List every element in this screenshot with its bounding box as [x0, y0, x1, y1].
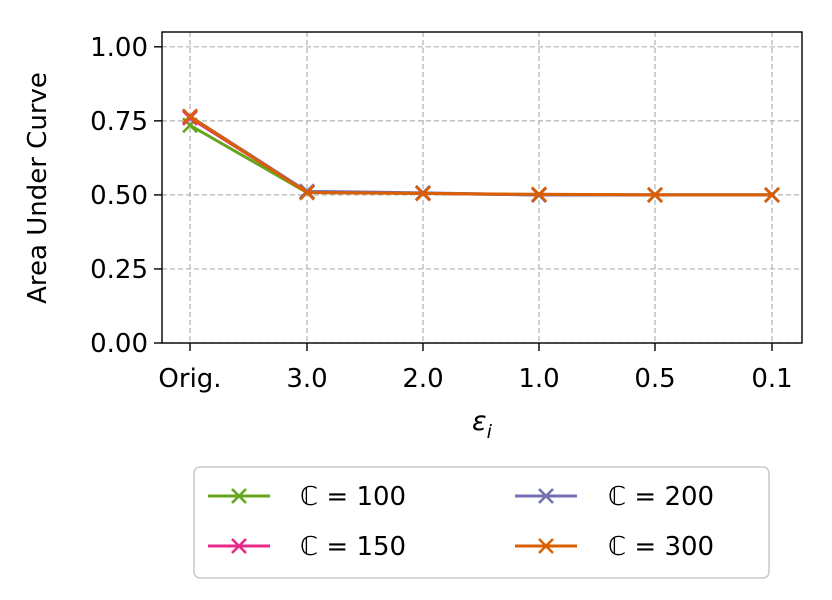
- series-4: [182, 108, 780, 203]
- data-point-marker: [647, 186, 663, 203]
- y-tick-label: 1.00: [90, 33, 148, 63]
- y-axis-label: Area Under Curve: [23, 72, 53, 304]
- y-tick-label: 0.75: [90, 107, 148, 137]
- y-tick-label: 0.50: [90, 181, 148, 211]
- legend-label: ℂ = 150: [300, 532, 406, 562]
- series-2: [182, 109, 780, 203]
- x-tick-label: 0.5: [634, 364, 675, 394]
- legend-label: ℂ = 100: [300, 482, 406, 512]
- series-layer: [182, 108, 780, 203]
- series-line: [189, 116, 772, 197]
- series-line: [189, 115, 772, 197]
- x-axis-label-symbol: ε: [472, 406, 487, 437]
- legend-item: ℂ = 300: [515, 532, 714, 562]
- legend-marker: [538, 488, 554, 504]
- legend-marker: [231, 538, 247, 554]
- data-point-marker: [182, 108, 198, 125]
- x-tick-label: 3.0: [286, 364, 327, 394]
- x-tick-label: 0.1: [751, 364, 792, 394]
- axis-ticks: Orig. 3.0 2.0 1.0 0.5 0.1 0.00 0.25 0.50 0.75 1.00: [90, 33, 793, 394]
- legend-label: ℂ = 200: [608, 482, 714, 512]
- legend-label: ℂ = 300: [608, 532, 714, 562]
- y-tick-label: 0.25: [90, 255, 148, 285]
- series-line: [189, 123, 772, 197]
- legend-item: ℂ = 200: [515, 482, 714, 512]
- series-3: [182, 108, 780, 203]
- data-point-marker: [415, 185, 431, 202]
- data-point-marker: [299, 184, 315, 201]
- legend-marker: [231, 488, 247, 504]
- legend: ℂ = 100 ℂ = 150 ℂ = 200 ℂ = 300: [193, 466, 770, 579]
- x-tick-label: 2.0: [402, 364, 443, 394]
- x-axis-label-subscript: i: [487, 421, 493, 443]
- series-line: [189, 115, 772, 197]
- data-point-marker: [764, 186, 780, 203]
- legend-frame: [193, 466, 770, 579]
- series-1: [182, 117, 780, 203]
- grid: [162, 32, 802, 344]
- x-tick-label: 1.0: [518, 364, 559, 394]
- y-tick-label: 0.00: [90, 329, 148, 359]
- legend-marker: [538, 538, 554, 554]
- x-tick-label: Orig.: [158, 364, 221, 394]
- data-point-marker: [531, 186, 547, 203]
- legend-item: ℂ = 100: [208, 482, 406, 512]
- legend-item: ℂ = 150: [208, 532, 406, 562]
- x-axis-label: εi: [472, 406, 493, 443]
- plot-frame: [161, 31, 803, 344]
